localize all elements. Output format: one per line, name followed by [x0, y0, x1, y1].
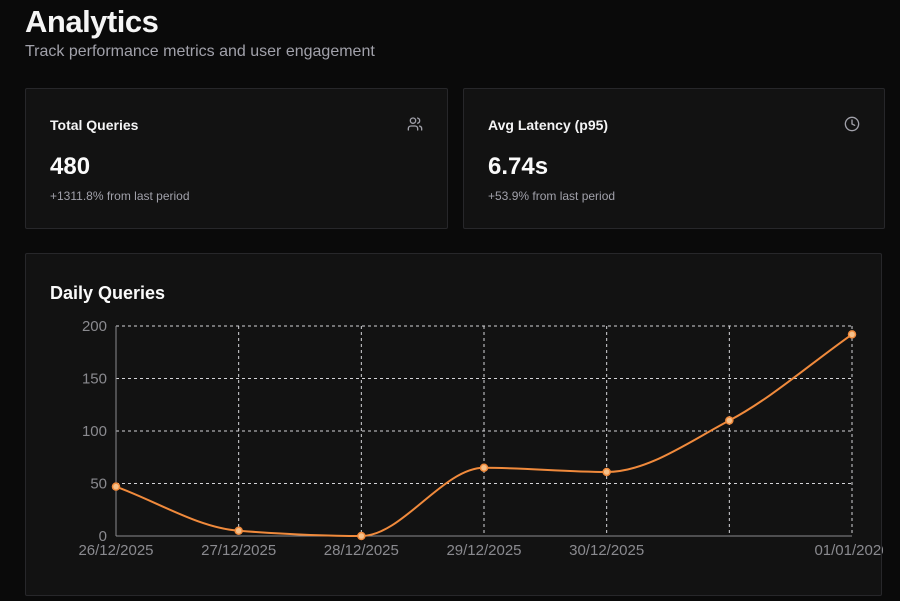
- stat-delta: +1311.8% from last period: [50, 189, 190, 203]
- x-tick-label: 26/12/2025: [78, 542, 153, 559]
- data-point: [479, 463, 489, 472]
- page-title: Analytics: [25, 4, 159, 39]
- users-icon: [407, 116, 423, 132]
- data-point: [725, 416, 734, 425]
- data-point: [357, 531, 366, 541]
- stat-title: Avg Latency (p95): [488, 117, 609, 133]
- stat-title: Total Queries: [50, 117, 139, 133]
- avg-latency-card: Avg Latency (p95) 6.74s +53.9% from last…: [463, 88, 885, 229]
- stat-delta: +53.9% from last period: [488, 189, 616, 203]
- stat-value: 480: [50, 153, 91, 180]
- page-subtitle: Track performance metrics and user engag…: [25, 43, 375, 60]
- page-header: Analytics Track performance metrics and …: [25, 4, 375, 62]
- data-point: [602, 467, 611, 477]
- daily-queries-chart: 0 50 100 150 200 26/12/2025 27/12/2025 28/12/20…: [78, 318, 883, 559]
- y-tick-label: 150: [82, 371, 107, 388]
- x-tick-label: 30/12/2025: [569, 542, 644, 559]
- x-tick-label: 29/12/2025: [446, 542, 521, 559]
- x-tick-label: 01/01/2026: [814, 542, 883, 559]
- data-point: [847, 330, 857, 339]
- y-tick-label: 0: [99, 528, 107, 545]
- y-tick-label: 100: [82, 423, 107, 440]
- daily-queries-chart-card: 0 50 100 150 200 26/12/2025 27/12/2025 28/12/20…: [25, 253, 883, 596]
- total-queries-card: Total Queries 480 +1311.8% from last per…: [25, 88, 448, 229]
- y-tick-label: 50: [90, 476, 107, 493]
- data-point: [234, 526, 243, 535]
- clock-icon: [844, 116, 860, 132]
- data-point: [111, 482, 121, 491]
- chart-title: Daily Queries: [50, 283, 166, 303]
- y-tick-label: 200: [82, 318, 107, 335]
- x-tick-label: 28/12/2025: [324, 542, 399, 559]
- x-tick-label: 27/12/2025: [201, 542, 276, 559]
- stat-value: 6.74s: [488, 153, 549, 180]
